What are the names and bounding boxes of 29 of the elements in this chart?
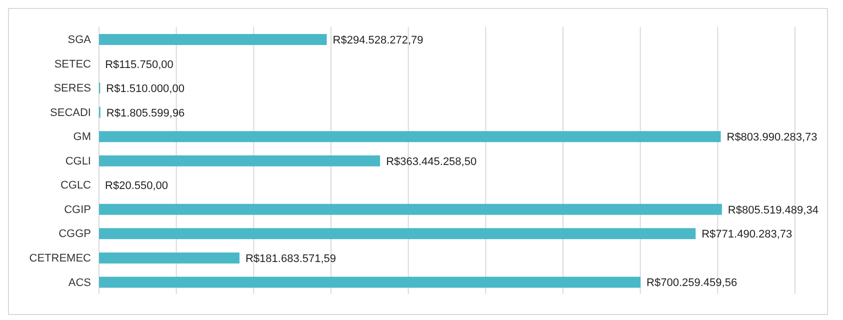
bar [99,34,327,45]
data-label: R$1.805.599,96 [106,107,185,120]
bar [99,228,696,240]
data-label: R$1.510.000,00 [106,83,184,96]
y-tick-label: GM [73,131,91,144]
y-tick-label: SERES [54,82,91,95]
bar [99,204,722,215]
y-tick-label: CGLC [60,180,92,192]
data-label: R$363.445.258,50 [386,156,477,168]
y-tick-label: CGGP [58,228,91,240]
y-tick-label: CGLI [65,155,91,168]
y-tick-label: CETREMEC [29,252,92,264]
bar [99,131,721,142]
y-tick-label: SGA [68,34,92,46]
bar [99,155,380,166]
data-label: R$115.750,00 [105,58,174,71]
data-label: R$805.519.489,34 [728,204,818,216]
data-label: R$294.528.272,79 [332,34,424,46]
data-label: R$771.490.283,73 [702,228,792,241]
data-label: R$181.683.571,59 [246,252,336,265]
y-tick-label: ACS [68,276,91,289]
y-tick-label: CGIP [64,204,91,216]
data-label: R$803.990.283,73 [726,132,818,144]
y-tick-label: SETEC [54,58,92,70]
bar [99,276,641,288]
data-label: R$20.550,00 [105,180,168,192]
y-tick-label: SECADI [50,106,91,119]
bar [99,252,240,264]
data-label: R$700.259.459,56 [646,277,738,290]
